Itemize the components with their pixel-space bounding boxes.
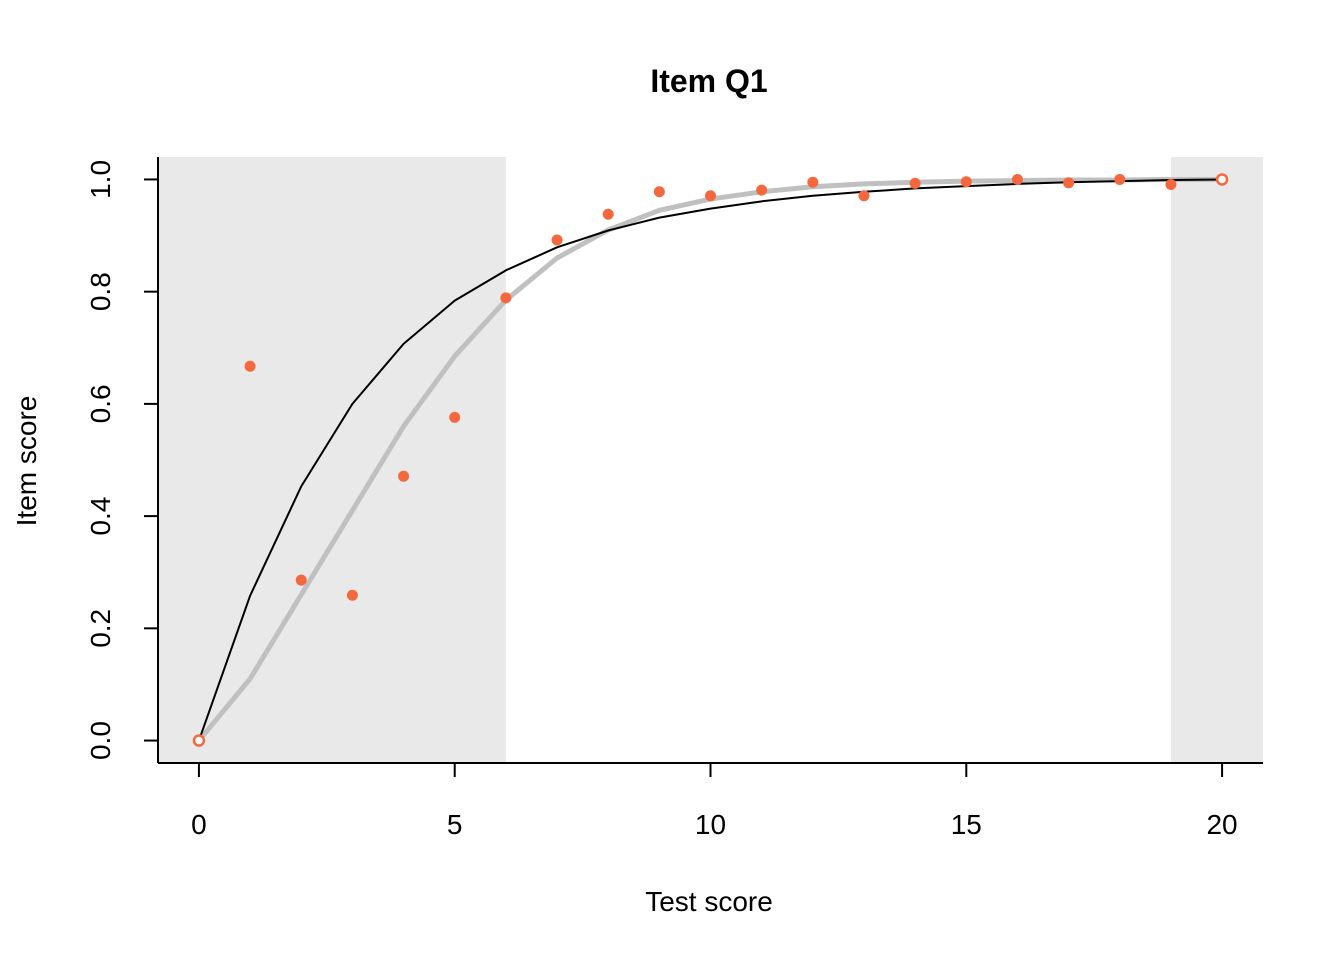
observed-points-layer [192,173,1229,747]
observed-point [551,234,563,246]
x-axis-label: Test score [645,886,773,917]
x-axis-ticks: 0 5 10 15 20 [191,763,1238,840]
y-tick-label: 0.2 [85,609,116,648]
shaded-region-1 [1170,157,1263,763]
y-tick-label: 0.4 [85,497,116,536]
y-tick-label: 0.0 [85,721,116,760]
observed-point [909,177,921,189]
observed-point [449,411,461,423]
observed-point [602,208,614,220]
observed-point [1011,173,1023,185]
y-tick-label: 1.0 [85,160,116,199]
y-tick-label: 0.6 [85,384,116,423]
x-tick-label: 20 [1206,809,1237,840]
model-curve-line [197,178,1223,741]
y-tick-label: 0.8 [85,272,116,311]
observed-point [1165,178,1177,190]
observed-point [398,470,410,482]
chart-title: Item Q1 [650,63,767,99]
observed-point [858,190,870,202]
observed-point [1215,173,1229,186]
observed-point [960,176,972,188]
y-axis-label: Item score [11,396,42,527]
observed-point [653,186,665,198]
observed-point [346,589,358,601]
x-tick-label: 0 [191,809,207,840]
observed-point [295,574,307,586]
x-tick-label: 15 [951,809,982,840]
shaded-regions [158,157,1263,763]
x-tick-label: 5 [447,809,463,840]
x-tick-label: 10 [695,809,726,840]
observed-point [500,292,512,304]
observed-point [807,176,819,188]
model-curve-layer [197,178,1223,741]
observed-point [1114,173,1126,185]
shaded-region-0 [158,157,506,763]
observed-point [244,360,256,372]
observed-point [756,184,768,196]
observed-point [705,190,716,202]
observed-point [1063,177,1075,189]
observed-point [192,734,206,747]
y-axis-ticks: 0.0 0.2 0.4 0.6 0.8 1.0 [85,160,158,760]
